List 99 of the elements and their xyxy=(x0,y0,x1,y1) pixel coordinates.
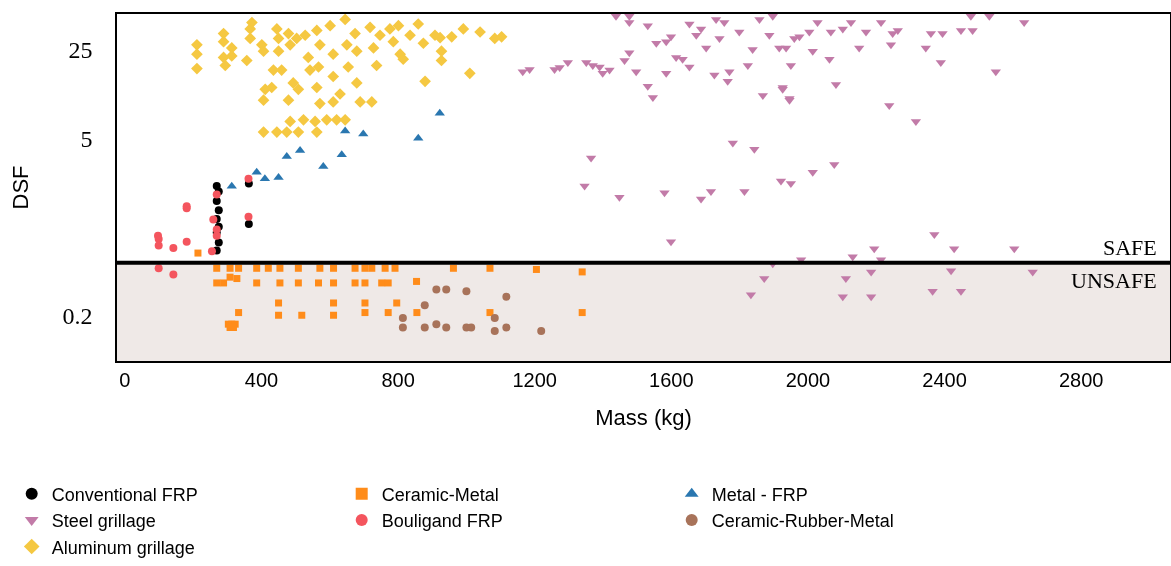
point xyxy=(413,277,421,285)
point xyxy=(244,212,253,221)
legend-label: Bouligand FRP xyxy=(381,511,503,532)
point xyxy=(420,301,429,310)
point xyxy=(502,323,511,332)
legend-label: Conventional FRP xyxy=(51,484,198,505)
point xyxy=(214,238,223,247)
point xyxy=(244,174,253,183)
point xyxy=(330,299,338,307)
point xyxy=(532,265,540,273)
point xyxy=(213,279,221,287)
point xyxy=(361,264,369,272)
point xyxy=(398,323,407,332)
legend-label: Ceramic-Metal xyxy=(381,484,499,505)
point xyxy=(432,320,441,329)
point xyxy=(398,314,407,323)
point xyxy=(294,279,302,287)
point xyxy=(330,311,338,319)
y-axis-title: DSF xyxy=(7,165,33,210)
point xyxy=(207,247,216,256)
x-tick-label: 2000 xyxy=(785,368,831,391)
point xyxy=(316,264,324,272)
point xyxy=(276,279,284,287)
point xyxy=(361,309,369,317)
point xyxy=(281,151,292,159)
point xyxy=(462,287,471,296)
point xyxy=(153,231,162,240)
point xyxy=(420,323,429,332)
x-tick-label: 1200 xyxy=(512,368,557,391)
band-label: UNSAFE xyxy=(1071,268,1157,293)
point xyxy=(413,309,421,317)
ref-line-label: SAFE xyxy=(1103,235,1157,260)
point xyxy=(330,279,338,287)
point xyxy=(502,292,511,301)
point xyxy=(294,264,302,272)
point xyxy=(393,299,401,307)
point xyxy=(235,309,243,317)
x-tick-label: 0 xyxy=(119,368,131,391)
point xyxy=(432,285,441,294)
point xyxy=(578,309,586,317)
point xyxy=(235,264,243,272)
y-tick-label: 0.2 xyxy=(62,302,93,329)
point xyxy=(378,279,386,287)
point xyxy=(244,220,253,229)
point xyxy=(490,314,499,323)
y-tick-label: 5 xyxy=(80,125,93,152)
point xyxy=(391,264,399,272)
point xyxy=(182,237,191,246)
point xyxy=(194,249,202,257)
point xyxy=(442,285,451,294)
point xyxy=(169,270,178,279)
point xyxy=(442,323,451,332)
x-tick-label: 1600 xyxy=(649,368,694,391)
point xyxy=(318,161,329,169)
point xyxy=(413,133,424,141)
point xyxy=(253,279,261,287)
legend-label: Aluminum grillage xyxy=(51,537,195,558)
point xyxy=(361,299,369,307)
point xyxy=(226,264,234,272)
point xyxy=(336,150,347,158)
point xyxy=(214,206,223,215)
point xyxy=(275,299,283,307)
x-tick-label: 2800 xyxy=(1058,368,1104,391)
point xyxy=(315,279,323,287)
point xyxy=(449,264,457,272)
point xyxy=(351,279,359,287)
point xyxy=(212,196,221,205)
y-tick-label: 25 xyxy=(68,37,93,64)
point xyxy=(264,264,272,272)
legend-label: Metal - FRP xyxy=(711,484,808,505)
point xyxy=(361,279,369,287)
point xyxy=(381,264,389,272)
point xyxy=(253,264,261,272)
point xyxy=(384,279,392,287)
point xyxy=(233,275,241,283)
point xyxy=(226,181,237,189)
point xyxy=(298,311,306,319)
point xyxy=(220,279,228,287)
point xyxy=(486,309,494,317)
point xyxy=(578,268,586,276)
point xyxy=(486,264,494,272)
point xyxy=(275,311,283,319)
point xyxy=(276,264,284,272)
point xyxy=(169,243,178,252)
point xyxy=(351,264,359,272)
point xyxy=(537,327,546,336)
x-tick-label: 400 xyxy=(244,368,279,391)
point xyxy=(154,264,163,273)
point xyxy=(213,264,221,272)
legend-label: Steel grillage xyxy=(51,511,156,532)
point xyxy=(330,264,338,272)
x-tick-label: 800 xyxy=(381,368,415,391)
point xyxy=(490,327,499,336)
point xyxy=(384,309,392,317)
legend-label: Ceramic-Rubber-Metal xyxy=(711,511,894,532)
point xyxy=(154,241,163,250)
x-axis-title: Mass (kg) xyxy=(595,405,692,431)
x-tick-label: 2400 xyxy=(922,368,967,391)
point xyxy=(368,264,376,272)
